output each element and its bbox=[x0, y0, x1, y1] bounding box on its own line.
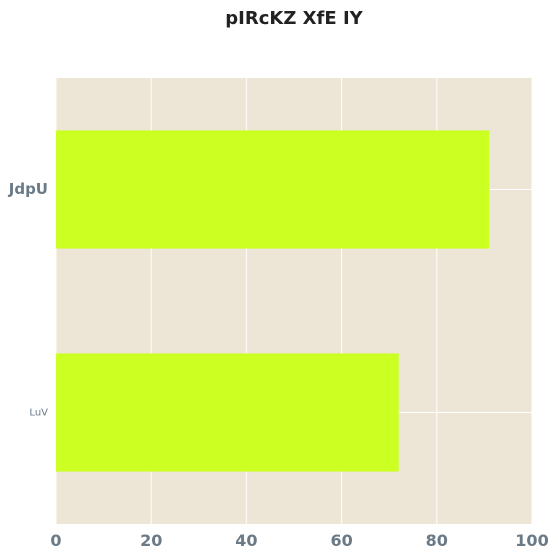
bars bbox=[56, 130, 490, 472]
bar-jdpu bbox=[56, 130, 490, 249]
x-tick-label: 80 bbox=[426, 531, 448, 550]
x-tick-label: 100 bbox=[515, 531, 548, 550]
chart-title: pIRcKZ XfE IY bbox=[225, 8, 363, 29]
x-tick-labels: 0 20 40 60 80 100 bbox=[50, 531, 548, 550]
x-tick-label: 60 bbox=[330, 531, 352, 550]
x-tick-label: 0 bbox=[50, 531, 61, 550]
x-tick-label: 20 bbox=[140, 531, 162, 550]
x-tick-label: 40 bbox=[235, 531, 257, 550]
y-tick-label: JdpU bbox=[8, 180, 48, 198]
bar-luv bbox=[56, 353, 399, 472]
y-tick-labels: JdpU LuV bbox=[8, 180, 48, 419]
y-tick-label: LuV bbox=[29, 408, 48, 419]
